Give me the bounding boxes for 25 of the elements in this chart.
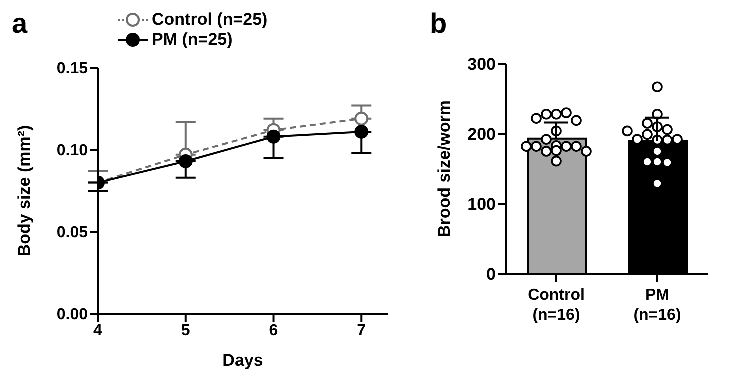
y-axis-title: Brood size/worm <box>435 100 454 238</box>
point <box>178 154 193 168</box>
x-tick-label: Control (n=16) <box>528 287 585 324</box>
x-axis-title: Days <box>222 351 264 370</box>
chart-title: a <box>12 8 28 40</box>
x-tick-label: 7 <box>357 322 366 340</box>
chart-title: b <box>430 8 448 40</box>
x-tick-label: 5 <box>181 322 190 340</box>
point <box>354 112 369 126</box>
legend-label: PM (n=25) <box>152 30 233 50</box>
point <box>354 124 369 139</box>
y-tick-label: 0.15 <box>56 60 88 78</box>
y-tick-label: 0.05 <box>56 224 88 242</box>
y-tick-label: 0.10 <box>56 142 88 160</box>
y-tick-label: 200 <box>468 125 496 144</box>
y-tick-label: 0 <box>486 265 496 284</box>
x-tick-label: 4 <box>94 322 103 340</box>
x-tick-label: 6 <box>269 322 278 340</box>
legend-label: Control (n=25) <box>152 10 268 30</box>
y-tick-label: 300 <box>468 55 496 74</box>
y-tick-label: 0.00 <box>56 306 88 324</box>
x-tick-label: PM (n=16) <box>634 287 682 324</box>
y-axis-title: Body size (mm²) <box>15 125 34 257</box>
point <box>266 130 281 144</box>
y-tick-label: 100 <box>468 195 496 214</box>
